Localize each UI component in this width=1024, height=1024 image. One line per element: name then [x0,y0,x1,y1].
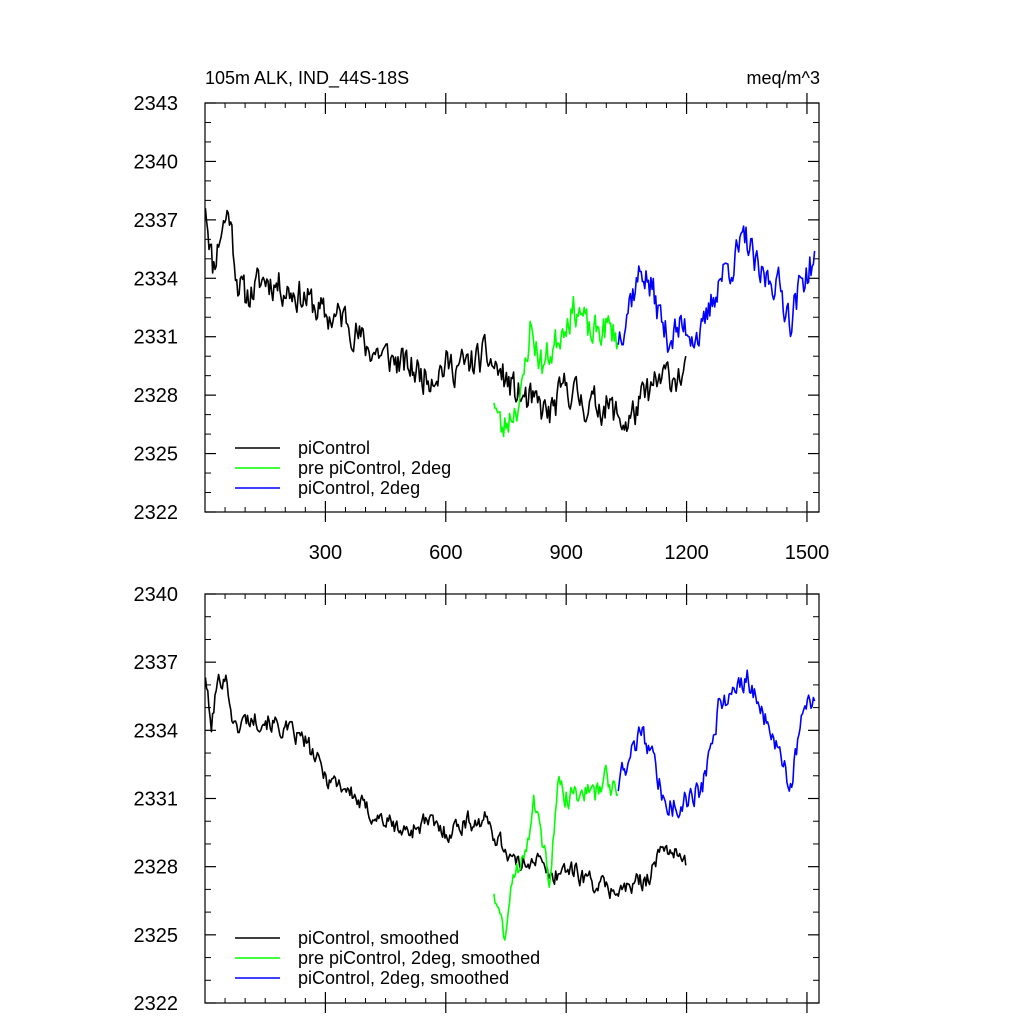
bottom-series-layer [204,669,816,941]
x-tick-label: 600 [429,542,462,564]
y-tick-label: 2325 [134,444,179,466]
series-line-pre-picontrol-2deg-smoothed [493,764,619,941]
x-tick-label: 900 [549,542,582,564]
y-tick-label: 2328 [134,385,179,407]
y-tick-label: 2343 [134,93,179,115]
top-plot-frame [204,102,820,513]
series-line-picontrol-2deg [617,225,816,354]
y-tick-label: 2322 [134,993,179,1015]
y-tick-label: 2325 [134,925,179,947]
x-tick-label: 300 [309,542,342,564]
legend-label: pre piControl, 2deg, smoothed [298,948,540,968]
y-tick-label: 2334 [134,720,179,742]
top-panel: 105m ALK, IND_44S-18S meq/m^3 2322232523… [134,68,830,564]
x-tick-label: 1500 [785,542,830,564]
series-line-pre-picontrol-2deg [493,295,619,438]
legend-label: piControl, 2deg, smoothed [298,968,509,988]
y-tick-label: 2334 [134,268,179,290]
top-ticks-layer: 2322 2325 2328 2331 2334 2337 2340 2343 300 600 90… [134,93,830,564]
top-panel-title: 105m ALK, IND_44S-18S [205,68,409,89]
bottom-ticks-layer: 2322 2325 2328 2331 2334 2337 2340 [134,584,819,1015]
bottom-panel: 2322 2325 2328 2331 2334 2337 2340 piControl, … [134,584,820,1015]
top-panel-units: meq/m^3 [747,68,820,88]
legend-label: piControl [298,438,370,458]
top-series-layer [204,208,816,438]
y-tick-label: 2331 [134,789,179,811]
legend-label: pre piControl, 2deg [298,458,451,478]
legend-label: piControl, smoothed [298,928,459,948]
y-tick-label: 2340 [134,584,179,606]
y-tick-label: 2337 [134,652,179,674]
y-tick-label: 2340 [134,151,179,173]
legend-label: piControl, 2deg [298,478,420,498]
series-line-picontrol-2deg-smoothed [617,669,816,819]
y-tick-label: 2328 [134,857,179,879]
y-tick-label: 2322 [134,502,179,524]
x-tick-label: 1200 [664,542,709,564]
series-line-picontrol-smoothed [204,673,687,900]
y-tick-label: 2331 [134,327,179,349]
y-tick-label: 2337 [134,210,179,232]
series-line-picontrol [204,208,687,433]
